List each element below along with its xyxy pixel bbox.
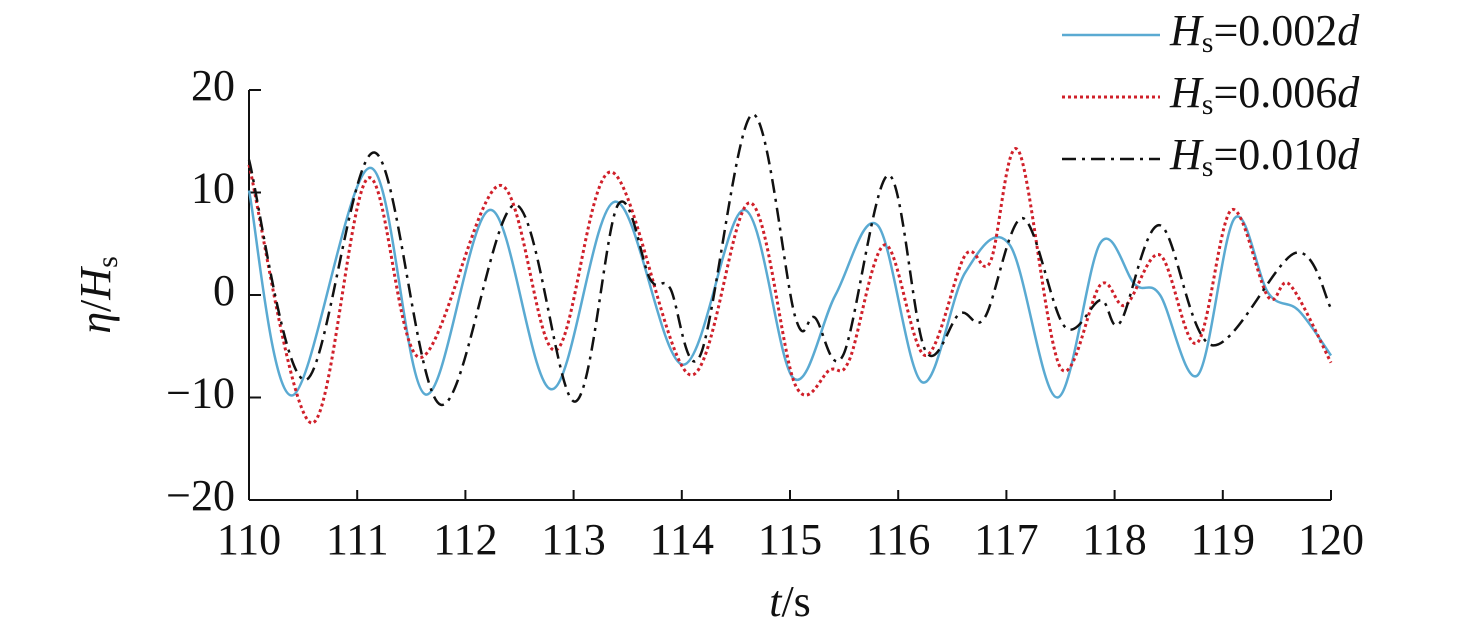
y-tick-label: −20: [166, 471, 235, 520]
y-tick-label: 0: [213, 266, 235, 315]
data-line: [247, 166, 1333, 399]
x-tick-label: 112: [433, 515, 497, 564]
x-tick-label: 115: [758, 515, 822, 564]
x-tick-label: 111: [326, 515, 389, 564]
x-tick-label: 117: [974, 515, 1038, 564]
y-tick-label: −10: [166, 369, 235, 418]
y-tick-label: 20: [191, 61, 235, 110]
legend-label: Hs=0.002d: [1169, 6, 1360, 59]
y-tick-label: 10: [191, 164, 235, 213]
legend-label: Hs=0.010d: [1169, 130, 1360, 183]
x-tick-label: 118: [1082, 515, 1146, 564]
data-line: [247, 113, 1333, 406]
x-tick-label: 114: [650, 515, 714, 564]
y-axis-label: η/Hs: [71, 256, 124, 334]
x-tick-label: 110: [217, 515, 281, 564]
x-tick-label: 120: [1298, 515, 1364, 564]
x-tick-label: 119: [1191, 515, 1255, 564]
x-tick-label: 113: [541, 515, 605, 564]
legend-label: Hs=0.006d: [1169, 68, 1360, 121]
x-axis-label: t/s: [769, 577, 811, 626]
x-tick-label: 116: [866, 515, 930, 564]
